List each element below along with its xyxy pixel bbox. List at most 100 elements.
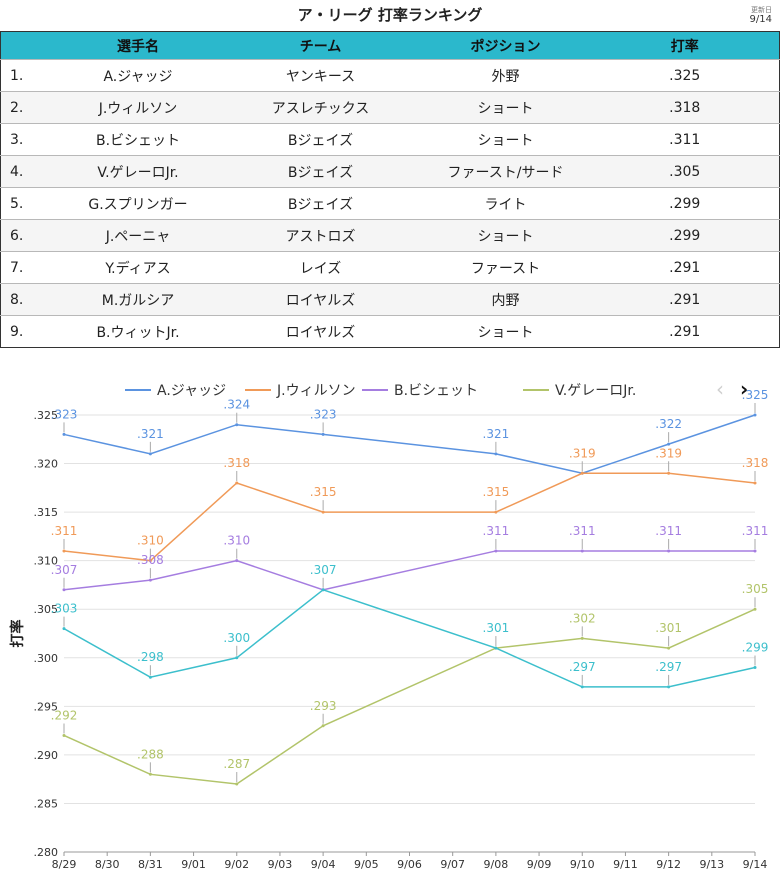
data-point xyxy=(62,627,66,631)
data-point xyxy=(667,646,671,650)
data-point xyxy=(148,578,152,582)
data-label: .323 xyxy=(51,407,78,421)
y-tick-label: .295 xyxy=(34,700,59,713)
data-point xyxy=(235,559,239,563)
data-label: .311 xyxy=(742,524,769,538)
data-label: .311 xyxy=(569,524,596,538)
data-label: .318 xyxy=(223,456,250,470)
header-team: チーム xyxy=(220,31,421,60)
data-point xyxy=(148,772,152,776)
data-point xyxy=(62,432,66,436)
team-cell: Bジェイズ xyxy=(220,123,421,156)
data-point xyxy=(753,413,757,417)
legend-item[interactable]: V.ゲレーロJr. xyxy=(555,383,636,399)
x-tick-label: 9/09 xyxy=(527,858,552,871)
legend-item[interactable]: A.ジャッジ xyxy=(157,383,226,399)
data-label: .303 xyxy=(51,602,78,616)
table-row: 3. B.ビシェット Bジェイズ ショート .311 xyxy=(0,123,780,156)
player-cell: M.ガルシア xyxy=(55,283,221,316)
data-label: .322 xyxy=(655,417,682,431)
data-point xyxy=(667,685,671,689)
header-player: 選手名 xyxy=(55,31,221,60)
updated-label: 更新日 xyxy=(751,6,772,14)
data-point xyxy=(667,549,671,553)
avg-cell: .291 xyxy=(590,251,780,284)
y-tick-label: .305 xyxy=(34,603,59,616)
data-label: .299 xyxy=(742,640,769,654)
avg-cell: .291 xyxy=(590,283,780,316)
data-point xyxy=(580,471,584,475)
avg-cell: .291 xyxy=(590,315,780,348)
data-point xyxy=(62,549,66,553)
y-tick-label: .300 xyxy=(34,652,59,665)
data-point xyxy=(580,549,584,553)
data-label: .307 xyxy=(310,563,337,577)
position-cell: ファースト xyxy=(420,251,591,284)
player-cell: B.ビシェット xyxy=(55,123,221,156)
table-row: 6. J.ペーニャ アストロズ ショート .299 xyxy=(0,219,780,252)
legend-item[interactable]: B.ビシェット xyxy=(394,383,478,399)
x-tick-label: 9/13 xyxy=(699,858,724,871)
player-cell: V.ゲレーロJr. xyxy=(55,155,221,188)
data-point xyxy=(148,452,152,456)
data-point xyxy=(580,685,584,689)
player-cell: J.ペーニャ xyxy=(55,219,221,252)
updated-date: 9/14 xyxy=(749,14,772,25)
x-tick-label: 9/03 xyxy=(268,858,293,871)
data-point xyxy=(321,588,325,592)
chevron-left-icon[interactable]: ‹ xyxy=(716,377,724,401)
data-label: .288 xyxy=(137,747,164,761)
team-cell: レイズ xyxy=(220,251,421,284)
x-tick-label: 9/11 xyxy=(613,858,638,871)
data-label: .311 xyxy=(51,524,78,538)
table-row: 9. B.ウィットJr. ロイヤルズ ショート .291 xyxy=(0,315,780,348)
table-row: 7. Y.ディアス レイズ ファースト .291 xyxy=(0,251,780,284)
data-label: .292 xyxy=(51,708,78,722)
table-body: 1. A.ジャッジ ヤンキース 外野 .325 2. J.ウィルソン アスレチックス ショート.… xyxy=(0,59,780,348)
x-tick-label: 8/29 xyxy=(52,858,77,871)
chevron-right-icon[interactable]: › xyxy=(740,377,749,401)
table-row: 4. V.ゲレーロJr. Bジェイズ ファースト/サード .305 xyxy=(0,155,780,188)
data-point xyxy=(753,481,757,485)
page-title: ア・リーグ 打率ランキング xyxy=(297,6,483,24)
x-tick-label: 9/04 xyxy=(311,858,336,871)
data-label: .324 xyxy=(223,398,250,412)
legend-item[interactable]: J.ウィルソン xyxy=(276,383,356,399)
player-cell: G.スプリンガー xyxy=(55,187,221,220)
team-cell: アストロズ xyxy=(220,219,421,252)
data-label: .311 xyxy=(483,524,510,538)
data-label: .321 xyxy=(137,427,164,441)
y-tick-label: .285 xyxy=(34,797,59,810)
x-tick-label: 9/06 xyxy=(397,858,422,871)
rank-cell: 1. xyxy=(0,59,56,92)
data-label: .297 xyxy=(569,660,596,674)
data-point xyxy=(580,636,584,640)
data-label: .293 xyxy=(310,699,337,713)
data-label: .301 xyxy=(483,621,510,635)
rank-cell: 8. xyxy=(0,283,56,316)
x-tick-label: 9/02 xyxy=(224,858,249,871)
series-line xyxy=(63,472,756,562)
player-cell: J.ウィルソン xyxy=(55,91,221,124)
data-label: .323 xyxy=(310,407,337,421)
data-label: .315 xyxy=(483,485,510,499)
ranking-table: 選手名 チーム ポジション 打率 1. A.ジャッジ ヤンキース 外野 .325 2. J.… xyxy=(0,31,780,348)
series-line xyxy=(63,550,755,591)
data-label: .310 xyxy=(223,534,250,548)
table-row: 8. M.ガルシア ロイヤルズ 内野 .291 xyxy=(0,283,780,316)
data-label: .315 xyxy=(310,485,337,499)
y-tick-label: .320 xyxy=(34,458,59,471)
team-cell: アスレチックス xyxy=(220,91,421,124)
data-label: .298 xyxy=(137,650,164,664)
data-label: .319 xyxy=(655,446,682,460)
data-label: .310 xyxy=(137,534,164,548)
data-label: .325 xyxy=(742,388,769,402)
table-row: 1. A.ジャッジ ヤンキース 外野 .325 xyxy=(0,59,780,92)
data-point xyxy=(494,549,498,553)
data-point xyxy=(235,481,239,485)
team-cell: ロイヤルズ xyxy=(220,315,421,348)
header-avg: 打率 xyxy=(590,31,780,60)
avg-cell: .325 xyxy=(590,59,780,92)
y-tick-label: .280 xyxy=(34,846,59,859)
data-point xyxy=(321,724,325,728)
